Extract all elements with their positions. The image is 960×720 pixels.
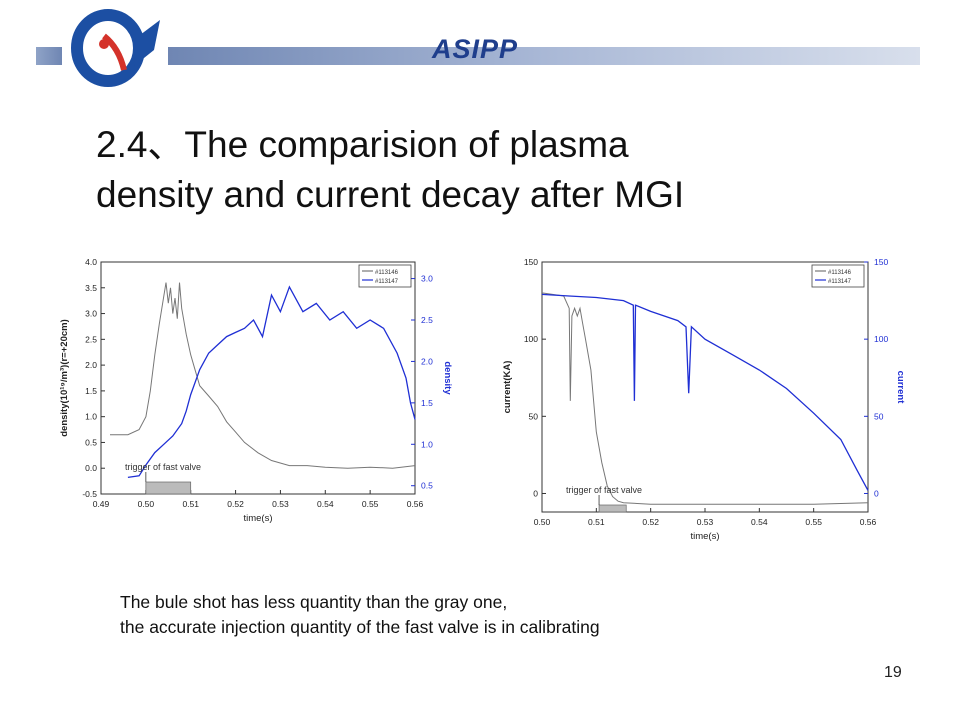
trigger-window-bar [598, 504, 627, 513]
y2-tick-label: 2.5 [421, 315, 433, 325]
x-tick-label: 0.56 [407, 499, 424, 509]
y-tick-label: 0.5 [85, 437, 97, 447]
y-tick-label: 3.5 [85, 283, 97, 293]
y-tick-label: 3.0 [85, 309, 97, 319]
y-tick-label: 2.5 [85, 334, 97, 344]
y2-tick-label: 100 [874, 334, 888, 344]
x-tick-label: 0.56 [860, 517, 877, 527]
header-bar-right [168, 47, 920, 65]
trigger-window-bar [145, 481, 192, 495]
x-tick-label: 0.51 [588, 517, 605, 527]
y2-axis-label: current [895, 371, 906, 405]
slide-title-line-1: 2.4、The comparision of plasma [96, 124, 629, 165]
y-tick-label: 1.0 [85, 412, 97, 422]
legend-label-1: #113147 [828, 279, 852, 285]
y-tick-label: 100 [524, 334, 538, 344]
caption-line-2: the accurate injection quantity of the f… [120, 617, 600, 637]
y2-tick-label: 3.0 [421, 274, 433, 284]
x-tick-label: 0.51 [182, 499, 199, 509]
header-bar-left [36, 47, 62, 65]
current-chart: 0.50 0.51 0.52 0.53 0.54 0.55 0.56 0 50 100 150 0 50… [502, 257, 906, 542]
x-tick-label: 0.50 [138, 499, 155, 509]
page-number: 19 [884, 664, 902, 681]
x-tick-label: 0.53 [272, 499, 289, 509]
caption-line-1: The bule shot has less quantity than the… [120, 592, 508, 612]
y2-axis-label: density [442, 361, 453, 395]
slide-caption: The bule shot has less quantity than the… [120, 590, 600, 640]
x-axis-label: time(s) [690, 531, 719, 542]
slide-title: 2.4、The comparision of plasma density an… [96, 120, 684, 220]
y-axis-label: current(KA) [502, 361, 513, 414]
y2-tick-label: 150 [874, 257, 888, 267]
y-tick-label: 150 [524, 257, 538, 267]
x-tick-label: 0.54 [751, 517, 768, 527]
x-axis-label: time(s) [243, 513, 272, 524]
legend-label-0: #113146 [375, 270, 399, 276]
slide-title-line-2: density and current decay after MGI [96, 174, 685, 215]
trigger-annotation: trigger of fast valve [125, 462, 201, 472]
plot-frame [541, 261, 869, 513]
y-axis-label: density(10¹⁹/m³)(r=+20cm) [59, 319, 70, 437]
density-chart: 0.49 0.50 0.51 0.52 0.53 0.54 0.55 0.56 -0.5 0.0 0… [59, 257, 453, 524]
y2-tick-label: 0 [874, 488, 879, 498]
y-tick-label: 4.0 [85, 257, 97, 267]
x-tick-label: 0.55 [362, 499, 379, 509]
y2-tick-label: 1.0 [421, 439, 433, 449]
x-tick-label: 0.50 [534, 517, 551, 527]
series-line-1 [541, 293, 869, 491]
y2-tick-label: 2.0 [421, 356, 433, 366]
x-tick-label: 0.49 [93, 499, 110, 509]
y-tick-label: 1.5 [85, 386, 97, 396]
trigger-annotation: trigger of fast valve [566, 485, 642, 495]
x-tick-label: 0.52 [227, 499, 244, 509]
plot-frame [100, 261, 416, 495]
y2-tick-label: 0.5 [421, 481, 433, 491]
legend-label-1: #113147 [375, 279, 399, 285]
series-line-0 [541, 292, 869, 505]
y-tick-label: 0.0 [85, 463, 97, 473]
asipp-logo-icon [71, 9, 160, 87]
series-line-1 [127, 285, 416, 479]
x-tick-label: 0.52 [642, 517, 659, 527]
legend-label-0: #113146 [828, 270, 852, 276]
series-line-0 [110, 282, 416, 469]
x-tick-label: 0.54 [317, 499, 334, 509]
x-tick-label: 0.55 [805, 517, 822, 527]
x-tick-label: 0.53 [697, 517, 714, 527]
brand-name: ASIPP [432, 34, 519, 64]
y-tick-label: 50 [529, 411, 539, 421]
y2-tick-label: 1.5 [421, 398, 433, 408]
y2-tick-label: 50 [874, 411, 884, 421]
y-tick-label: -0.5 [82, 489, 97, 499]
y-tick-label: 0 [533, 488, 538, 498]
y-tick-label: 2.0 [85, 360, 97, 370]
